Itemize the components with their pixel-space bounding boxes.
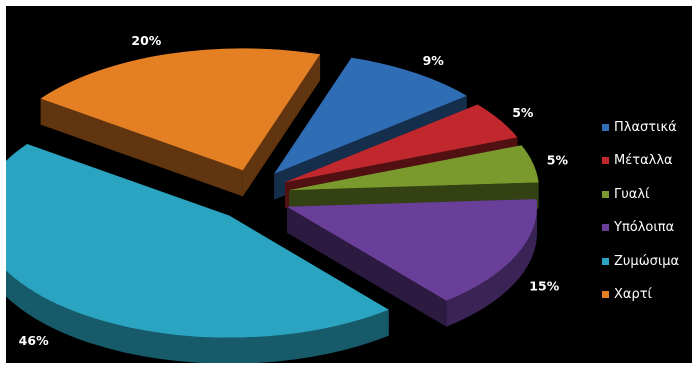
pie-slice-paper-top — [40, 48, 321, 171]
legend-label-metals: Μέταλλα — [614, 153, 673, 168]
legend-label-paper: Χαρτί — [614, 287, 652, 302]
legend-label-fermentable: Ζυμώσιμα — [614, 253, 680, 269]
data-label-metals: 5% — [512, 105, 534, 120]
legend-label-other: Υπόλοιπα — [614, 220, 675, 235]
legend-item-paper: Χαρτί — [602, 286, 692, 304]
legend-swatch-other — [602, 224, 609, 231]
legend-item-glass: Γυαλί — [602, 185, 692, 203]
pie-slice-paper-side-start — [40, 98, 243, 197]
legend-swatch-glass — [602, 190, 609, 198]
pie-slice-other — [287, 199, 538, 327]
legend-swatch-plastics — [602, 123, 609, 131]
pie-slice-fermentable — [6, 143, 389, 363]
pie-slice-fermentable-rim — [6, 270, 389, 363]
legend-item-fermentable: Ζυμώσιμα — [602, 252, 692, 270]
legend-swatch-paper — [602, 291, 609, 298]
pie-slice-fermentable-top — [6, 143, 389, 338]
legend-swatch-metals — [602, 157, 609, 164]
legend-label-glass: Γυαλί — [614, 186, 650, 202]
data-label-paper: 20% — [131, 33, 161, 48]
data-label-plastics: 9% — [423, 53, 445, 68]
pie-slice-metals-top — [284, 104, 518, 183]
legend-item-plastics: Πλαστικά — [602, 118, 692, 136]
pie-slice-other-top — [287, 199, 538, 301]
pie-slice-paper-side-end — [242, 54, 321, 197]
pie-slice-plastics-top — [274, 57, 467, 174]
legend: Πλαστικά Μέταλλα Γυαλί Υπόλοιπα Ζυμώσιμα… — [602, 118, 692, 319]
data-label-other: 15% — [529, 279, 559, 294]
pie-chart: 9% 5% 5% 15% 46% 20% — [6, 33, 569, 363]
pie-slice-paper — [40, 48, 321, 197]
chart-area: 9% 5% 5% 15% 46% 20% Πλαστικά Μέταλλα Γυαλί Υ… — [6, 6, 692, 363]
legend-swatch-fermentable — [602, 257, 609, 265]
legend-item-other: Υπόλοιπα — [602, 219, 692, 237]
legend-label-plastics: Πλαστικά — [614, 119, 677, 135]
data-label-fermentable: 46% — [19, 333, 49, 348]
data-label-glass: 5% — [547, 152, 569, 167]
pie-slice-other-side-end — [287, 206, 447, 327]
legend-item-metals: Μέταλλα — [602, 152, 692, 170]
pie-slice-other-rim — [446, 206, 538, 327]
pie-slice-glass-top — [289, 145, 539, 191]
